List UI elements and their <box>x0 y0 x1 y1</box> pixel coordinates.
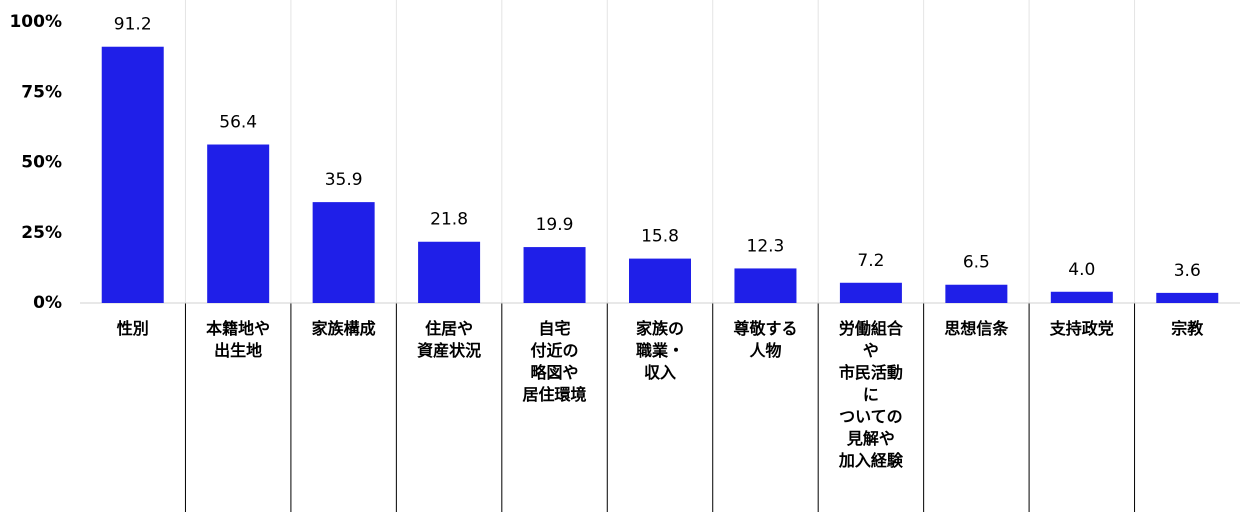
x-tick-label: 支持政党 <box>1049 319 1114 338</box>
x-tick-label: 家族構成 <box>311 319 376 338</box>
value-label: 15.8 <box>641 227 679 247</box>
value-label: 6.5 <box>963 253 990 273</box>
x-tick-label: 宗教 <box>1171 319 1204 338</box>
x-tick-label: 本籍地や 出生地 <box>206 319 271 360</box>
bar <box>734 268 797 303</box>
value-label: 91.2 <box>114 15 152 35</box>
x-tick-label: 家族の 職業・ 収入 <box>635 319 684 382</box>
y-tick-label: 25% <box>21 223 62 243</box>
value-label: 21.8 <box>430 210 468 230</box>
bar <box>312 202 375 303</box>
bar <box>945 284 1008 303</box>
x-tick-label: 労働組合 や 市民活動 に ついての 見解や 加入経験 <box>838 319 903 470</box>
value-label: 3.6 <box>1174 261 1201 281</box>
y-tick-label: 50% <box>21 153 62 173</box>
bar <box>839 282 902 303</box>
bar <box>629 258 691 303</box>
value-label: 35.9 <box>325 170 363 190</box>
bar <box>101 46 164 304</box>
x-tick-label: 性別 <box>116 319 149 338</box>
value-label: 12.3 <box>747 236 785 256</box>
y-tick-label: 100% <box>9 12 62 32</box>
bar <box>523 247 586 303</box>
bar <box>418 241 481 303</box>
x-tick-label: 尊敬する 人物 <box>733 319 798 360</box>
value-label: 56.4 <box>219 113 257 133</box>
y-tick-label: 75% <box>21 82 62 102</box>
value-label: 7.2 <box>857 251 884 271</box>
bar <box>1050 291 1113 303</box>
value-label: 4.0 <box>1068 260 1095 280</box>
x-tick-label: 自宅 付近の 略図や 居住環境 <box>522 319 587 404</box>
x-tick-label: 住居や 資産状況 <box>417 319 482 360</box>
x-tick-label: 思想信条 <box>944 319 1009 338</box>
bar <box>1156 292 1219 303</box>
value-label: 19.9 <box>536 215 574 235</box>
y-tick-label: 0% <box>33 293 62 313</box>
bar <box>207 144 270 303</box>
